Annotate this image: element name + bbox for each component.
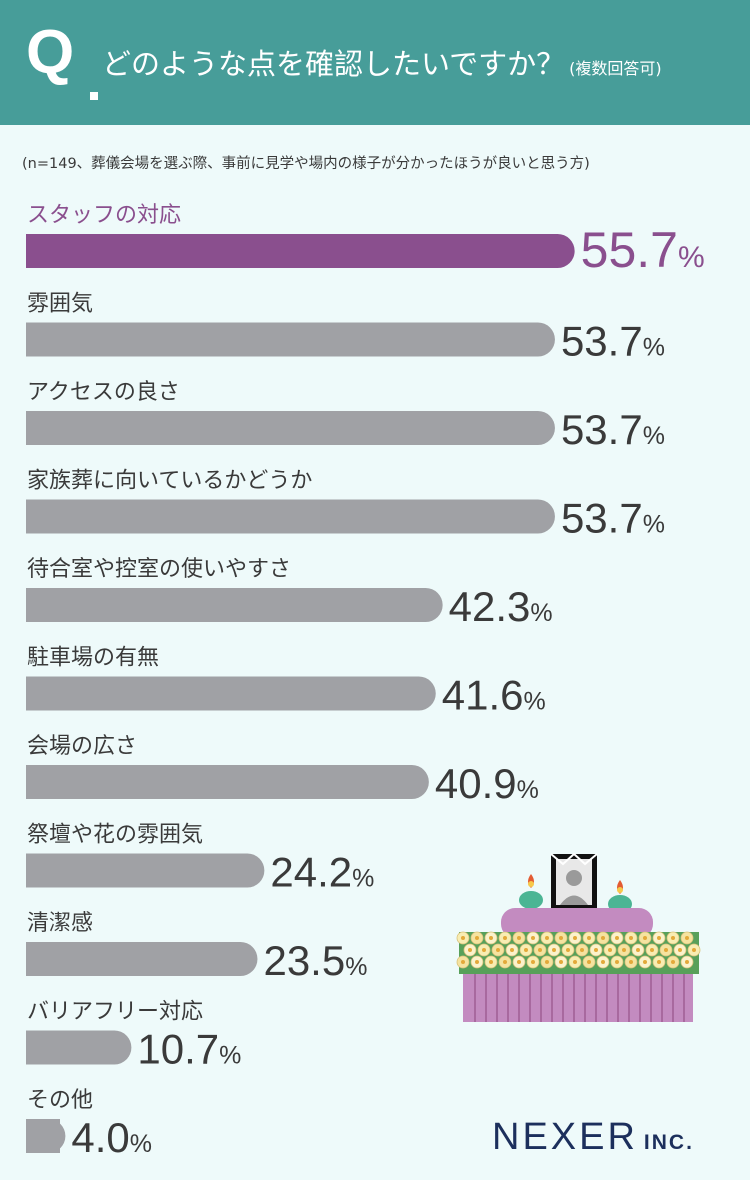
altar-top (501, 908, 653, 938)
bar-square-end (26, 1119, 60, 1153)
bar (26, 411, 555, 445)
portrait-head (566, 870, 582, 886)
category-label: アクセスの良さ (27, 380, 180, 405)
category-label: 雰囲気 (27, 292, 93, 317)
bar-square-end (26, 853, 60, 888)
ribbon-icon (550, 852, 598, 866)
question-text: どのような点を確認したいですか？ (102, 47, 566, 81)
bar-square-end (26, 588, 60, 622)
question-title: どのような点を確認したいですか？ (複数回答可) (102, 50, 662, 79)
question-note: (複数回答可) (569, 59, 662, 78)
value-label: 41.6% (442, 672, 546, 719)
bar-square-end (26, 765, 60, 799)
value-label: 23.5% (263, 937, 367, 984)
value-label: 40.9% (435, 760, 539, 807)
bar-square-end (26, 234, 60, 268)
category-label: 会場の広さ (27, 734, 137, 759)
value-label: 24.2% (270, 849, 374, 896)
category-label: その他 (27, 1088, 93, 1113)
category-label: スタッフの対応 (27, 203, 181, 228)
portrait-body (560, 895, 588, 905)
value-label: 53.7% (561, 318, 665, 365)
value-label: 55.7% (581, 222, 705, 278)
nexer-logo: NEXER INC. (492, 1116, 694, 1158)
category-label: 清潔感 (27, 911, 93, 936)
category-label: 待合室や控室の使いやすさ (27, 557, 291, 582)
bar (26, 588, 443, 622)
bar-square-end (26, 1030, 60, 1065)
bar-square-end (26, 676, 60, 711)
bar-square-end (26, 322, 60, 357)
bar-square-end (26, 942, 60, 976)
bar (26, 499, 555, 534)
category-label: 祭壇や花の雰囲気 (27, 823, 203, 848)
category-label: 家族葬に向いているかどうか (27, 469, 312, 494)
altar-cloth-folds (474, 972, 685, 1022)
q-dot (90, 92, 98, 100)
value-label: 53.7% (561, 406, 665, 453)
funeral-altar-illustration (456, 852, 701, 1022)
bar-square-end (26, 499, 60, 534)
bar (26, 853, 265, 888)
q-letter: Q (26, 18, 75, 87)
bar-square-end (26, 411, 60, 445)
value-label: 53.7% (561, 495, 665, 542)
header-banner: Q どのような点を確認したいですか？ (複数回答可) (0, 0, 750, 125)
bar (26, 676, 436, 711)
left-candle-icon (519, 874, 543, 909)
flower-bed (456, 931, 701, 969)
bar (26, 942, 258, 976)
value-label: 42.3% (449, 583, 553, 630)
category-label: 駐車場の有無 (27, 646, 159, 671)
value-label: 10.7% (137, 1026, 241, 1073)
bar (26, 322, 555, 357)
value-label: 4.0% (71, 1114, 152, 1161)
bar (26, 234, 575, 268)
sample-note: (n=149、葬儀会場を選ぶ際、事前に見学や場内の様子が分かったほうが良いと思う… (22, 156, 590, 172)
bar (26, 765, 429, 799)
category-label: バリアフリー対応 (27, 1000, 203, 1025)
